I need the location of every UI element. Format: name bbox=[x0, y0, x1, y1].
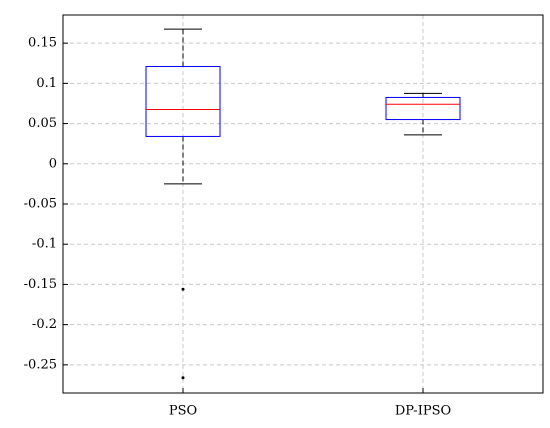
plot-frame bbox=[62, 14, 544, 394]
y-tick-label: -0.25 bbox=[24, 357, 57, 372]
y-tick-label: -0.15 bbox=[24, 277, 57, 292]
y-tick-label: -0.05 bbox=[24, 197, 57, 212]
y-tick-label: 0.1 bbox=[36, 76, 57, 91]
y-tick-label: -0.2 bbox=[32, 317, 57, 332]
box bbox=[385, 96, 461, 121]
y-tick-label: 0 bbox=[49, 156, 57, 171]
x-tick-label: PSO bbox=[169, 404, 197, 419]
x-tick-label: DP-IPSO bbox=[395, 404, 451, 419]
y-tick-label: -0.1 bbox=[32, 237, 57, 252]
box bbox=[145, 65, 221, 137]
outlier bbox=[181, 287, 185, 291]
outlier bbox=[181, 376, 185, 380]
y-tick-label: 0.15 bbox=[28, 36, 57, 51]
y-tick-label: 0.05 bbox=[28, 116, 57, 131]
